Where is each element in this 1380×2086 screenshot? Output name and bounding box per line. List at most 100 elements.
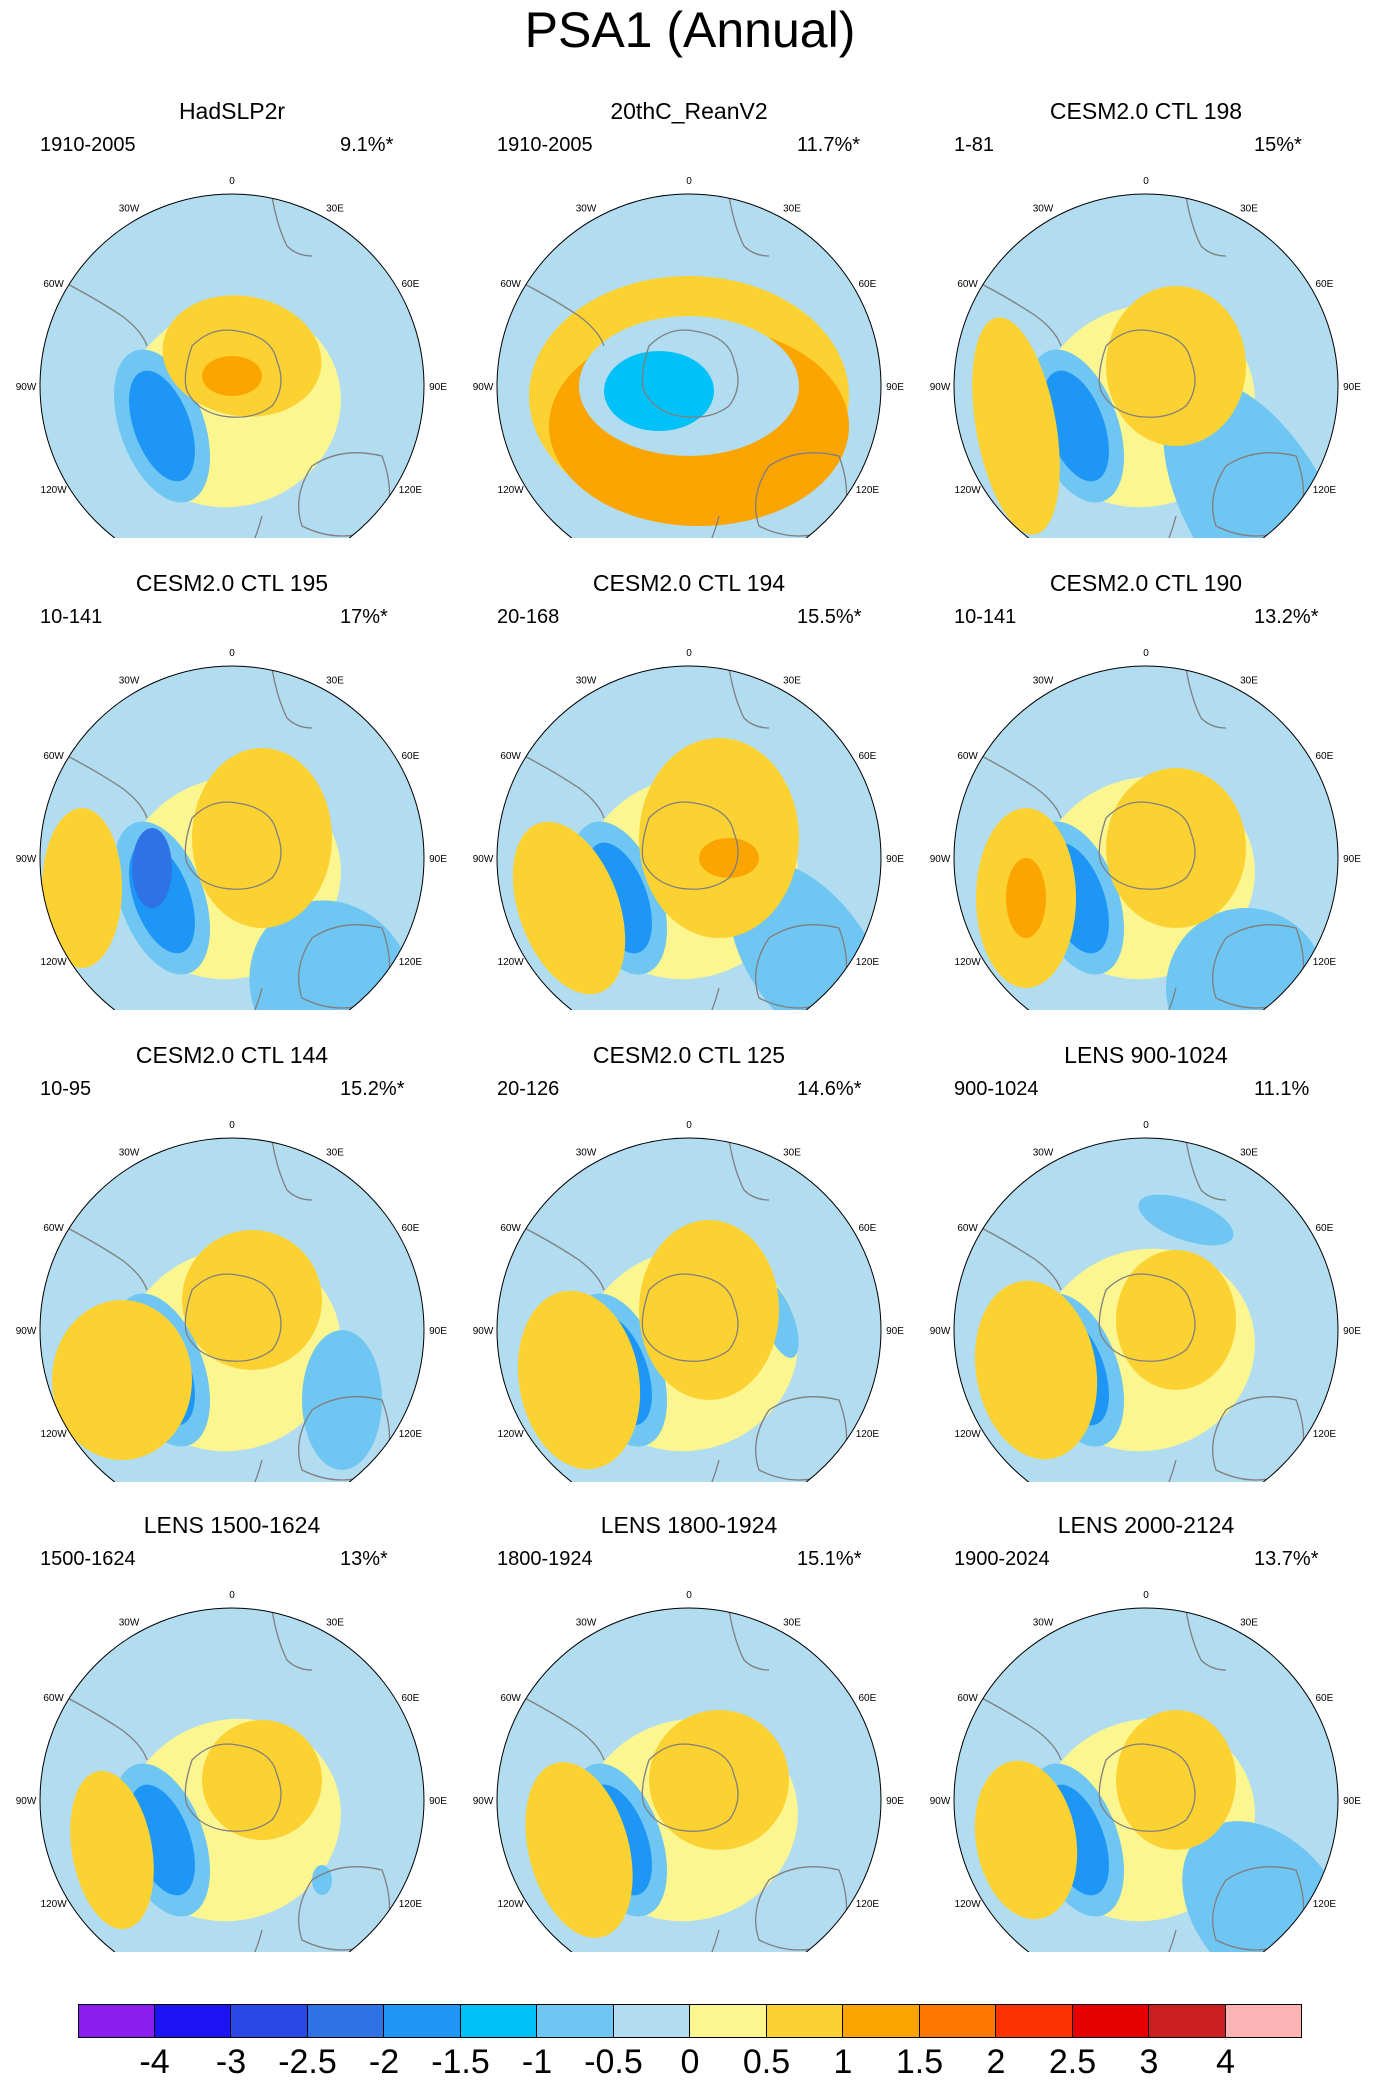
longitude-label: 90W bbox=[930, 382, 951, 393]
longitude-label: 30W bbox=[119, 204, 140, 215]
south-america-coastline bbox=[51, 747, 148, 819]
longitude-label: 120W bbox=[498, 1899, 525, 1910]
south-america-coastline bbox=[508, 1219, 605, 1291]
anomaly-contour bbox=[162, 295, 322, 417]
panel-variance-percent: 13.2%* bbox=[1254, 606, 1319, 628]
colorbar bbox=[78, 2004, 1302, 2038]
colorbar-swatch bbox=[231, 2004, 308, 2038]
colorbar-swatch bbox=[1072, 2004, 1149, 2038]
panel-variance-percent: 13.7%* bbox=[1254, 1548, 1319, 1570]
map-panel: HadSLP2r1910-20059.1%*030E60E90E120E150E… bbox=[16, 98, 480, 538]
longitude-label: 120W bbox=[41, 485, 68, 496]
panel-title: CESM2.0 CTL 144 bbox=[135, 1042, 329, 1068]
new-zealand-coastline bbox=[703, 515, 720, 538]
longitude-label: 60E bbox=[1316, 1223, 1334, 1234]
longitude-label: 60E bbox=[402, 279, 420, 290]
longitude-label: 120W bbox=[955, 1429, 982, 1440]
longitude-label: 30E bbox=[326, 1618, 344, 1629]
map-panel: CESM2.0 CTL 190 10-141 13.2%* 0 30E 60E 90E 120… bbox=[930, 570, 1380, 1010]
longitude-label: 120W bbox=[498, 1429, 525, 1440]
anomaly-contour bbox=[972, 317, 1060, 535]
longitude-label: 120E bbox=[856, 485, 880, 496]
longitude-label: 30W bbox=[576, 204, 597, 215]
antarctica-coastline bbox=[641, 1743, 739, 1832]
new-zealand-coastline bbox=[1160, 1929, 1177, 1952]
polar-map: 030E60E90E120E150E180150W120W90W60W30W bbox=[930, 1590, 1361, 1952]
anomaly-contour bbox=[1106, 768, 1246, 928]
antarctica-coastline bbox=[1098, 329, 1196, 418]
panel-variance-percent: 11.1% bbox=[1254, 1078, 1310, 1100]
anomaly-contour bbox=[202, 356, 262, 396]
longitude-label: 0 bbox=[1143, 1120, 1149, 1131]
new-zealand-coastline bbox=[246, 987, 263, 1010]
longitude-label: 0 bbox=[686, 1590, 692, 1601]
figure-title: PSA1 (Annual) bbox=[524, 2, 856, 58]
panel-title: HadSLP2r bbox=[178, 98, 286, 124]
south-america-coastline bbox=[508, 275, 605, 347]
anomaly-contour bbox=[1116, 1250, 1236, 1390]
colorbar-swatch bbox=[78, 2004, 155, 2038]
colorbar-swatch bbox=[690, 2004, 767, 2038]
panel-title: CESM2.0 CTL 190 bbox=[1049, 570, 1243, 596]
south-america-coastline bbox=[51, 1689, 148, 1761]
colorbar-swatch bbox=[919, 2004, 996, 2038]
longitude-label: 30E bbox=[1240, 1618, 1258, 1629]
map-panel: LENS 900-1024 900-1024 11.1% 0 30E 60E 90E 120E… bbox=[930, 1042, 1380, 1482]
longitude-label: 60E bbox=[1316, 751, 1334, 762]
anomaly-contour bbox=[699, 838, 759, 878]
africa-coastline bbox=[271, 667, 313, 729]
colorbar-frame bbox=[78, 2004, 1302, 2038]
longitude-label: 60W bbox=[43, 1223, 64, 1234]
longitude-label: 90W bbox=[16, 382, 37, 393]
map-panel: LENS 2000-2124 1900-2024 13.7%* 0 30E 60E 90E 1… bbox=[930, 1512, 1380, 1952]
longitude-label: 60W bbox=[957, 279, 978, 290]
anomaly-contour bbox=[974, 1280, 1098, 1460]
polar-map: 030E60E90E120E150E180150W120W90W60W30W bbox=[16, 1590, 447, 1952]
longitude-label: 120E bbox=[399, 485, 423, 496]
colorbar-swatch bbox=[307, 2004, 384, 2038]
map-boundary bbox=[953, 193, 1339, 538]
colorbar-tick-label: -3 bbox=[215, 2043, 247, 2081]
longitude-label: 0 bbox=[1143, 648, 1149, 659]
anomaly-contour bbox=[1106, 286, 1246, 446]
longitude-label: 0 bbox=[1143, 176, 1149, 187]
longitude-label: 90W bbox=[473, 1326, 494, 1337]
longitude-label: 120W bbox=[498, 957, 525, 968]
panel-variance-percent: 13%* bbox=[340, 1548, 388, 1570]
colorbar-tick-label: -1.5 bbox=[431, 2043, 490, 2081]
longitude-label: 0 bbox=[686, 176, 692, 187]
longitude-label: 90W bbox=[16, 1796, 37, 1807]
panel-period: 1910-2005 bbox=[40, 134, 136, 156]
longitude-label: 120W bbox=[955, 1899, 982, 1910]
panel-period: 1500-1624 bbox=[40, 1548, 136, 1570]
colorbar-tick-label: 3 bbox=[1139, 2043, 1159, 2081]
antarctica-coastline bbox=[184, 1743, 282, 1832]
colorbar-tick-label: -4 bbox=[139, 2043, 170, 2081]
longitude-label: 90E bbox=[886, 854, 904, 865]
longitude-label: 90E bbox=[1343, 1326, 1361, 1337]
longitude-label: 90W bbox=[930, 1326, 951, 1337]
panel-period: 20-168 bbox=[497, 606, 560, 628]
anomaly-contour bbox=[525, 1762, 633, 1938]
colorbar-swatch bbox=[154, 2004, 231, 2038]
map-boundary bbox=[39, 193, 425, 538]
longitude-label: 90E bbox=[429, 854, 447, 865]
longitude-label: 30E bbox=[783, 1618, 801, 1629]
panel-variance-percent: 15%* bbox=[1254, 134, 1302, 156]
colorbar-tick-label: 0.5 bbox=[742, 2043, 791, 2081]
longitude-label: 120E bbox=[856, 1429, 880, 1440]
anomaly-contour bbox=[42, 808, 122, 968]
longitude-label: 0 bbox=[229, 176, 235, 187]
antarctica-coastline bbox=[184, 1273, 282, 1362]
polar-map: 030E60E90E120E150E180150W120W90W60W30W bbox=[16, 648, 447, 1010]
colorbar-tick-label: 4 bbox=[1216, 2043, 1235, 2081]
africa-coastline bbox=[271, 1609, 313, 1671]
map-panel: CESM2.0 CTL 194 20-168 15.5%* 0 30E 60E 90E 120… bbox=[473, 570, 937, 1010]
longitude-label: 60W bbox=[500, 751, 521, 762]
panel-period: 10-141 bbox=[40, 606, 103, 628]
polar-map: 030E60E90E120E150E180150W120W90W60W30W bbox=[930, 1120, 1361, 1482]
longitude-label: 60W bbox=[43, 751, 64, 762]
anomaly-contour bbox=[517, 1290, 641, 1470]
longitude-label: 30W bbox=[1033, 1148, 1054, 1159]
longitude-label: 90W bbox=[473, 1796, 494, 1807]
